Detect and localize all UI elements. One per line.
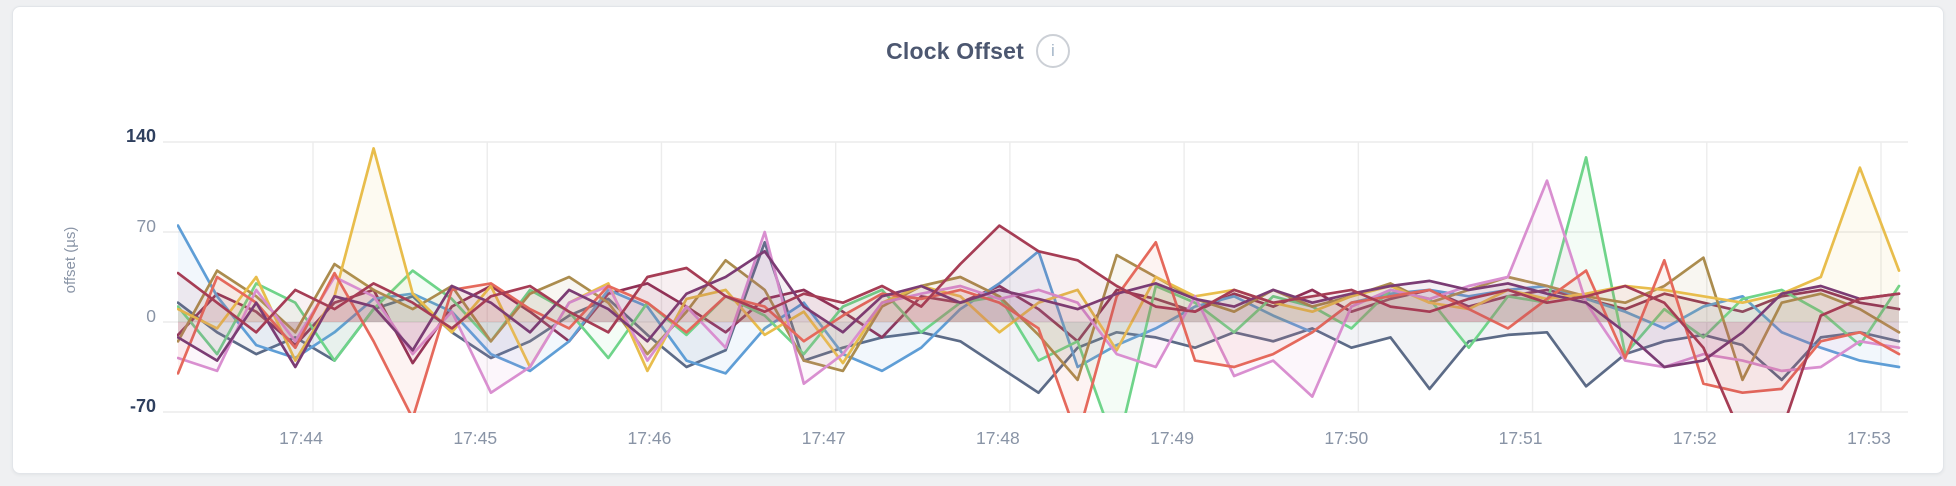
- info-icon-glyph: i: [1051, 41, 1055, 60]
- x-tick-label: 17:48: [975, 428, 1020, 448]
- series-line-series-5: [177, 179, 1901, 398]
- x-tick-label: 17:45: [453, 428, 498, 448]
- x-tick-label: 17:53: [1847, 428, 1891, 448]
- series-area-series-6: [178, 225, 1899, 413]
- series-line-series-7: [177, 249, 1901, 369]
- x-tick-label: 17:51: [1498, 428, 1543, 448]
- y-tick-label: 70: [136, 216, 156, 236]
- x-tick-label: 17:46: [627, 428, 672, 448]
- series-area-series-7: [178, 251, 1899, 367]
- series-line-series-6: [177, 224, 1901, 413]
- series-line-series-8: [177, 253, 1901, 382]
- series-area-series-5: [178, 180, 1899, 397]
- clock-offset-panel: Clock Offset i offset (µs) 140 70 0 -70 17:4…: [12, 6, 1944, 474]
- series-area-series-9: [178, 242, 1899, 393]
- x-tick-label: 17:47: [801, 428, 846, 448]
- chart-title: Clock Offset: [886, 37, 1024, 64]
- y-tick-label: 0: [146, 306, 156, 326]
- x-tick-label: 17:44: [279, 428, 323, 448]
- x-tick-label: 17:52: [1672, 428, 1717, 448]
- clock-offset-chart[interactable]: [13, 7, 1956, 486]
- series-area-series-4: [178, 157, 1899, 413]
- series-line-series-10: [177, 282, 1901, 365]
- series-line-series-2: [177, 240, 1901, 413]
- x-tick-label: 17:49: [1150, 428, 1194, 448]
- series-area-series-8: [178, 255, 1899, 380]
- x-tick-label: 17:50: [1324, 428, 1369, 448]
- chart-header: Clock Offset i: [13, 31, 1943, 71]
- y-tick-label: -70: [129, 396, 156, 416]
- grid: [163, 141, 1908, 413]
- series-area-series-3: [178, 148, 1899, 371]
- info-icon[interactable]: i: [1035, 34, 1070, 68]
- y-tick-label: 140: [125, 126, 156, 146]
